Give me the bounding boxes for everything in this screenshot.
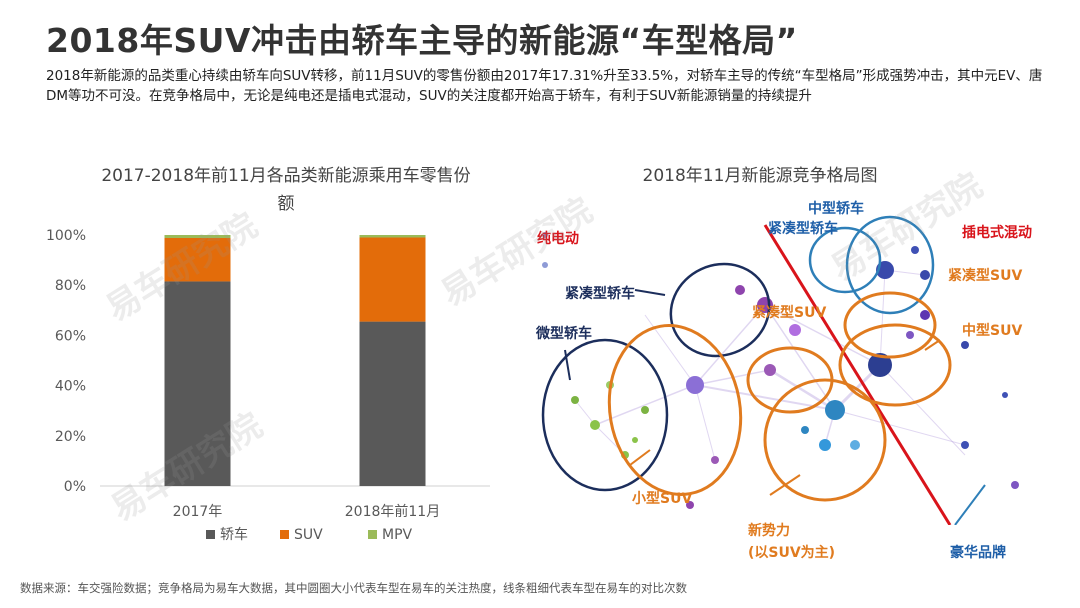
legend-label: 轿车	[220, 526, 248, 543]
footer-note: 数据来源：车交强险数据；竞争格局为易车大数据，其中圆圈大小代表车型在易车的关注热…	[20, 581, 687, 595]
y-tick-label: 20%	[55, 429, 86, 445]
label-mid-sedan: 中型轿车	[808, 201, 864, 217]
label-small-suv: 小型SUV	[632, 491, 693, 507]
label-compact-sedan-top: 紧凑型轿车	[768, 221, 838, 237]
y-tick-label: 100%	[46, 228, 86, 244]
label-bev: 纯电动	[537, 231, 579, 247]
legend-label: MPV	[382, 527, 413, 543]
y-tick-label: 0%	[64, 479, 86, 495]
label-new-forces-2: (以SUV为主)	[748, 545, 836, 561]
label-mid-suv: 中型SUV	[962, 323, 1023, 339]
cluster-compact-sedan	[669, 262, 771, 358]
cluster-mid-sedan	[845, 215, 935, 315]
bar-segment	[359, 235, 426, 238]
divider-line	[763, 224, 952, 525]
label-compact-suv-center: 紧凑型SUV	[752, 305, 827, 321]
cluster-micro-sedan	[541, 338, 669, 492]
legend-swatch	[368, 530, 377, 539]
page-title: 2018年SUV冲击由轿车主导的新能源“车型格局”	[46, 21, 798, 60]
cluster-small-suv	[607, 324, 743, 496]
legend-swatch	[280, 530, 289, 539]
bar-segment	[164, 237, 231, 282]
cluster-compact-sedan-top	[808, 226, 882, 294]
y-tick-label: 40%	[55, 379, 86, 395]
cluster-compact-suv-right	[843, 291, 937, 359]
label-new-forces-1: 新势力	[748, 523, 790, 539]
cluster-outlines	[541, 215, 952, 502]
cluster-new-forces	[763, 378, 887, 502]
bar-segment	[359, 237, 426, 322]
left-chart-title: 2017-2018年前11月各品类新能源乘用车零售份额	[101, 166, 471, 214]
label-compact-sedan-left: 紧凑型轿车	[565, 286, 635, 302]
bar-segment	[359, 321, 426, 486]
label-phev: 插电式混动	[962, 225, 1032, 241]
competition-network-graph	[541, 215, 1019, 525]
label-luxury: 豪华品牌	[950, 545, 1006, 561]
label-micro-sedan: 微型轿车	[536, 326, 592, 342]
bar-segment	[164, 235, 231, 238]
x-tick-label: 2017年	[173, 504, 223, 520]
right-chart-title: 2018年11月新能源竞争格局图	[642, 166, 878, 186]
y-tick-label: 60%	[55, 328, 86, 344]
legend-label: SUV	[294, 527, 323, 543]
bar-segment	[164, 281, 231, 486]
label-arrows	[564, 289, 986, 525]
legend-swatch	[206, 530, 215, 539]
label-compact-suv-right: 紧凑型SUV	[948, 268, 1023, 284]
x-tick-label: 2018年前11月	[345, 503, 440, 520]
page-description: 2018年新能源的品类重心持续由轿车向SUV转移，前11月SUV的零售份额由20…	[46, 68, 1043, 104]
cluster-mid-suv	[838, 323, 952, 407]
y-tick-label: 80%	[55, 278, 86, 294]
